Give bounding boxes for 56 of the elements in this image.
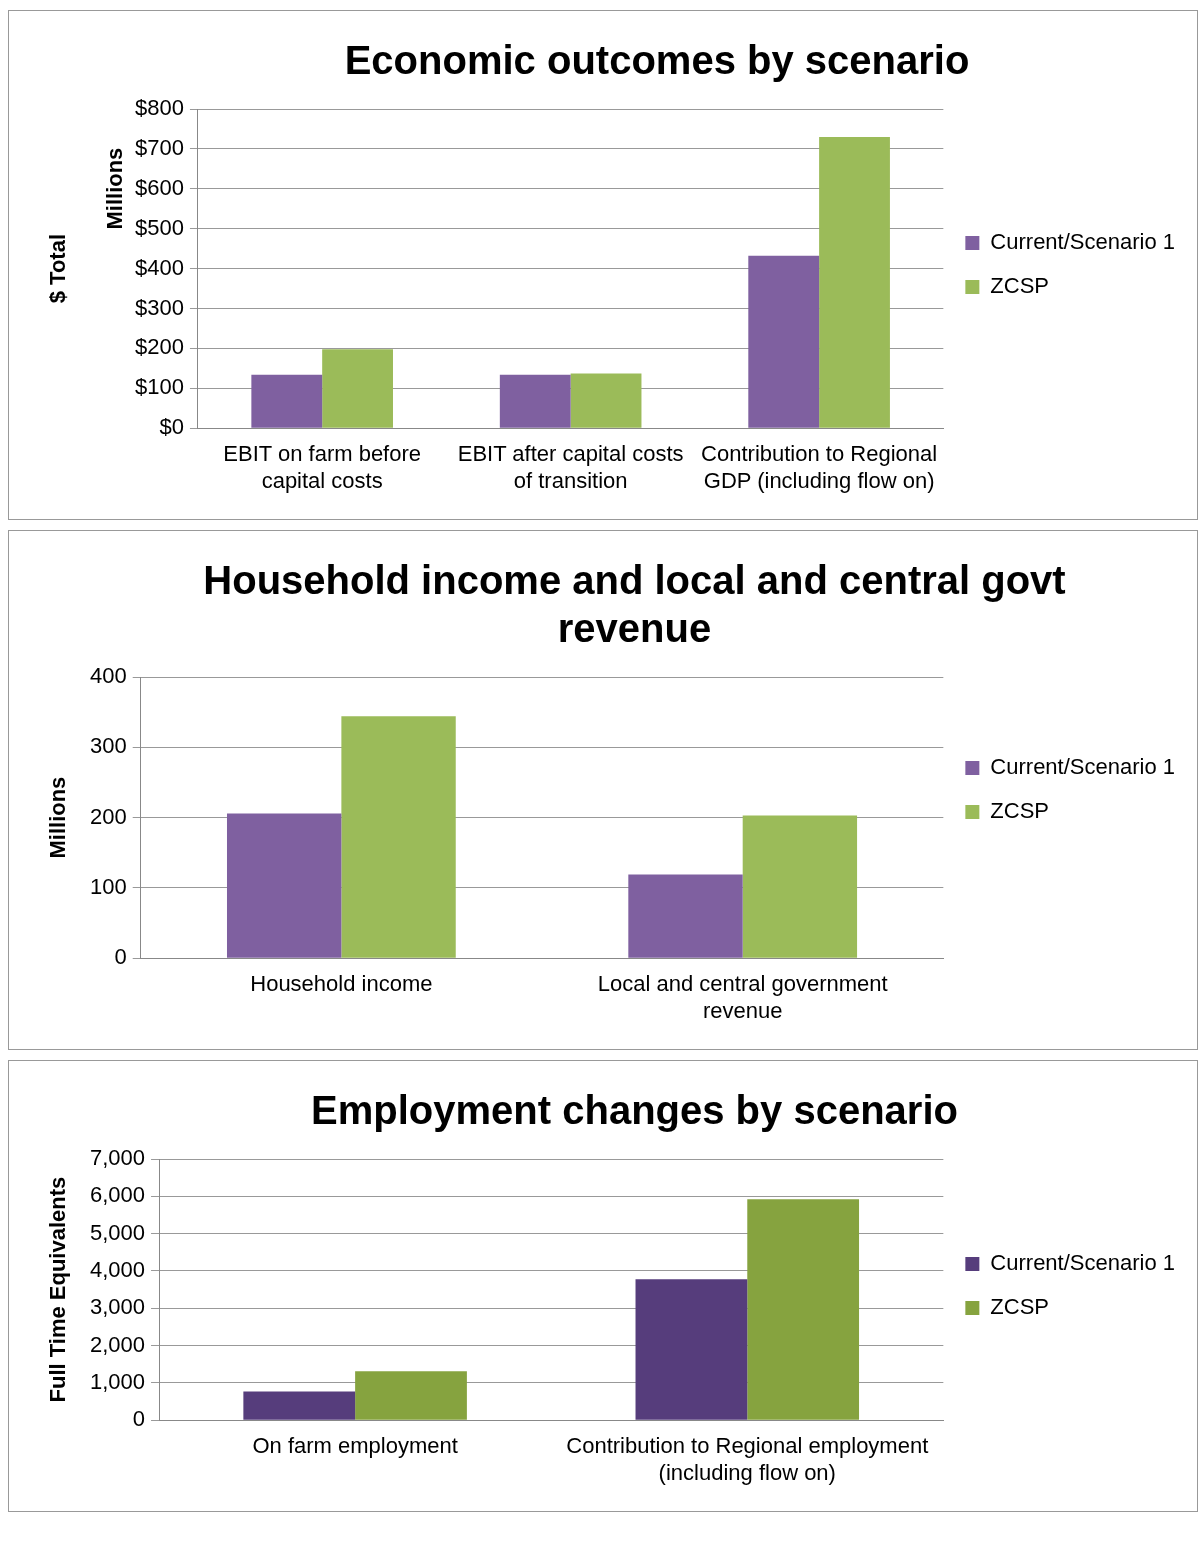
bar xyxy=(251,374,323,428)
legend-label: ZCSP xyxy=(990,1294,1050,1320)
legend-label: Current/Scenario 1 xyxy=(990,229,1176,255)
y-tick-label: $300 xyxy=(134,294,184,320)
y-tick-label: 0 xyxy=(132,1406,146,1432)
chart-title: Household income and local and central govt revenue xyxy=(203,558,1066,651)
bar xyxy=(322,349,393,428)
bar xyxy=(819,136,890,428)
legend-label: ZCSP xyxy=(990,798,1050,824)
y-tick-label: $800 xyxy=(134,95,184,121)
text: Millions xyxy=(102,147,128,230)
y-tick-label: 5,000 xyxy=(89,1219,146,1245)
x-tick-label: Contribution to Regional employment (including flow on) xyxy=(566,1433,929,1485)
x-tick-label: Household income xyxy=(250,971,433,997)
y-tick-label: 4,000 xyxy=(89,1257,146,1283)
legend-label: Current/Scenario 1 xyxy=(990,754,1176,780)
x-tick-label: On farm employment xyxy=(252,1433,458,1459)
chart-title: Employment changes by scenario xyxy=(311,1088,958,1133)
bar xyxy=(747,1199,860,1420)
y-tick-label: $100 xyxy=(134,374,184,400)
bar xyxy=(748,255,820,428)
x-tick-label: EBIT on farm before capital costs xyxy=(223,441,422,493)
x-tick-label: Contribution to Regional GDP (including flow on) xyxy=(701,441,938,493)
bar xyxy=(499,374,571,428)
bar xyxy=(243,1391,356,1420)
bar xyxy=(742,815,858,958)
y-tick-label: 1,000 xyxy=(89,1368,146,1394)
y-tick-label: $700 xyxy=(134,134,184,160)
y-tick-label: $400 xyxy=(134,254,184,280)
bar xyxy=(570,373,642,428)
y-tick-label: 300 xyxy=(89,733,127,759)
y-tick-label: 200 xyxy=(89,803,127,829)
y-axis-title: $ Total xyxy=(45,233,71,304)
y-tick-label: 3,000 xyxy=(89,1294,146,1320)
y-tick-label: $200 xyxy=(134,334,184,360)
y-axis-title: Millions xyxy=(45,776,71,859)
chart-title: Economic outcomes by scenario xyxy=(344,38,970,83)
y-tick-label: 0 xyxy=(114,944,127,970)
bar xyxy=(226,813,342,958)
y-tick-label: 2,000 xyxy=(89,1331,146,1357)
bar xyxy=(341,716,456,958)
bar xyxy=(635,1279,748,1420)
legend-label: Current/Scenario 1 xyxy=(990,1250,1176,1276)
bar xyxy=(355,1371,467,1420)
legend-label: ZCSP xyxy=(990,273,1050,299)
bar xyxy=(628,874,743,958)
y-tick-label: 100 xyxy=(89,873,127,899)
y-tick-label: $0 xyxy=(159,414,184,440)
y-tick-label: 6,000 xyxy=(89,1182,146,1208)
y-tick-label: 7,000 xyxy=(89,1145,146,1171)
y-tick-label: $500 xyxy=(134,214,184,240)
y-tick-label: 400 xyxy=(89,663,127,689)
x-tick-label: EBIT after capital costs of transition xyxy=(457,441,684,493)
y-axis-title: Full Time Equivalents xyxy=(45,1176,71,1403)
y-tick-label: $600 xyxy=(134,174,184,200)
x-tick-label: Local and central government revenue xyxy=(597,971,888,1023)
